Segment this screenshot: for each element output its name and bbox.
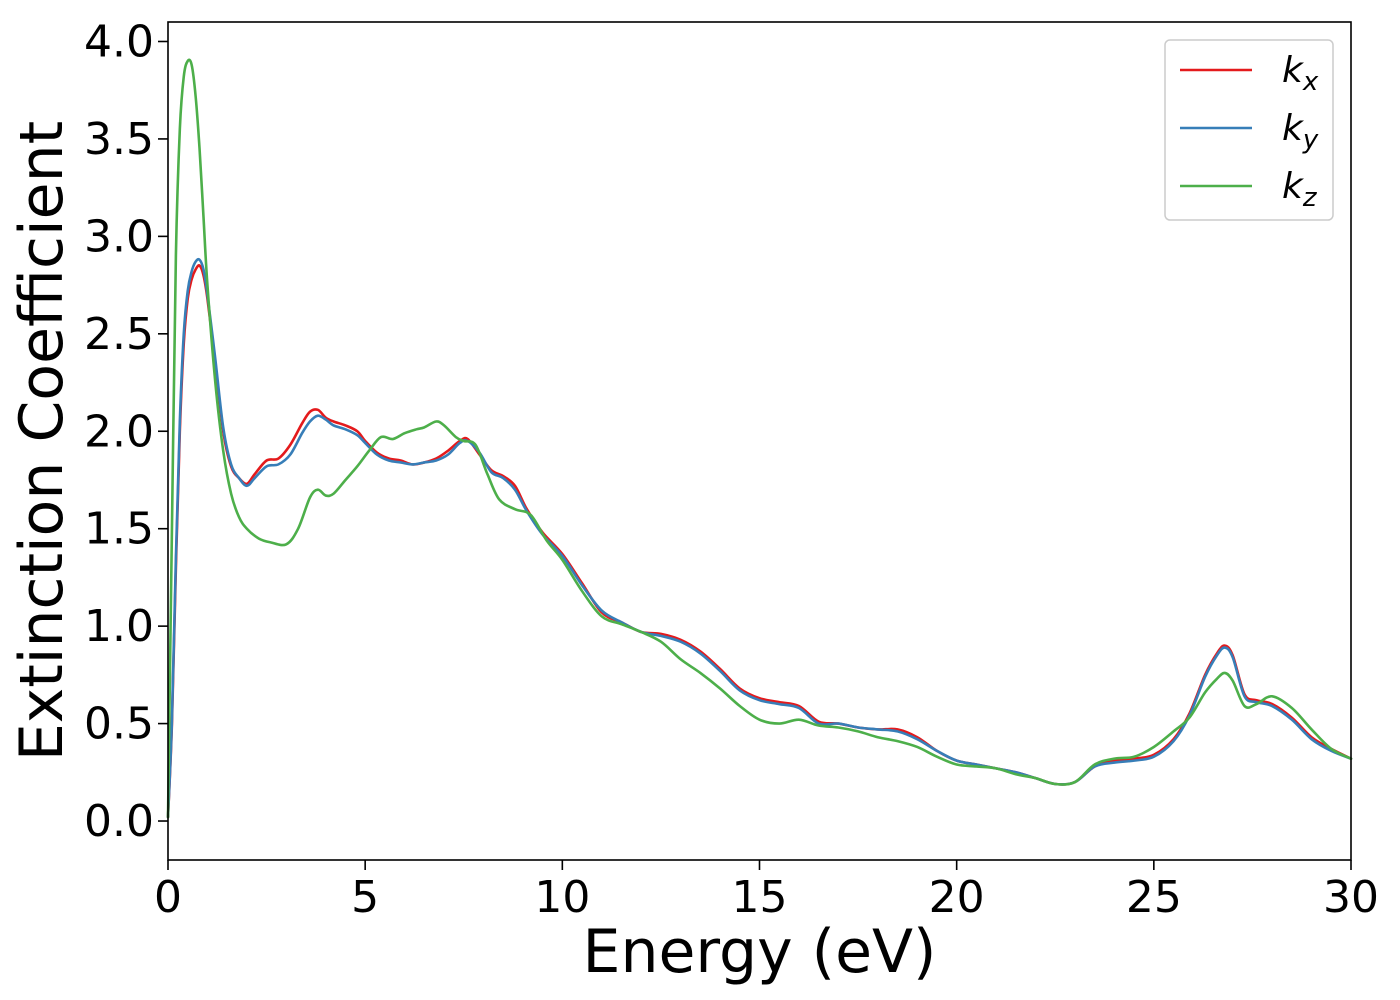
x-axis: 0 5 10 15 20 25 30 [154, 860, 1379, 923]
y-tick-label: 3.5 [84, 114, 154, 165]
y-axis: 0.0 0.5 1.0 1.5 2.0 2.5 3.0 3.5 4.0 [84, 16, 168, 847]
x-tick-label: 5 [351, 872, 379, 923]
x-tick-label: 10 [534, 872, 590, 923]
y-tick-label: 4.0 [84, 16, 154, 67]
x-tick-label: 30 [1323, 872, 1379, 923]
x-tick-label: 20 [929, 872, 985, 923]
y-tick-label: 0.5 [84, 699, 154, 750]
x-tick-label: 15 [732, 872, 788, 923]
y-axis-label: Extinction Coefficient [7, 121, 77, 761]
series-layer [166, 58, 1353, 819]
series-line-kz [166, 58, 1353, 819]
x-axis-label: Energy (eV) [583, 917, 937, 987]
legend-box [1164, 39, 1334, 221]
y-tick-label: 2.0 [84, 406, 154, 457]
y-tick-label: 1.0 [84, 601, 154, 652]
y-tick-label: 3.0 [84, 211, 154, 262]
legend-label-ky: ky [1282, 108, 1319, 155]
y-tick-label: 1.5 [84, 504, 154, 555]
x-tick-label: 25 [1126, 872, 1182, 923]
x-tick-label: 0 [154, 872, 182, 923]
y-tick-label: 2.5 [84, 309, 154, 360]
y-tick-label: 0.0 [84, 796, 154, 847]
